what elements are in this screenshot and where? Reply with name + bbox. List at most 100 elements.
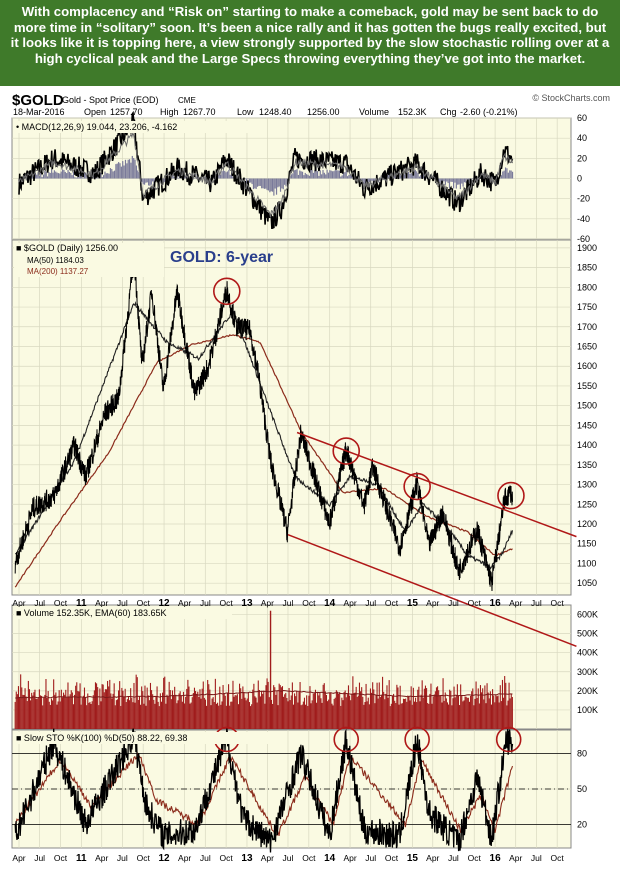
- x-tick-label: Jul: [448, 853, 459, 863]
- low-value: 1248.40: [259, 107, 292, 117]
- x-tick-label: 13: [241, 598, 253, 609]
- x-tick-label: Apr: [343, 853, 356, 863]
- stochastic-peak-circle: [495, 726, 522, 753]
- x-tick-label: Jul: [117, 598, 128, 608]
- volume-legend-bg: [14, 607, 232, 619]
- macd-y-tick: 40: [577, 133, 587, 143]
- stochastic-k-line: [14, 728, 514, 853]
- x-tick-label: Apr: [261, 598, 274, 608]
- symbol-label: $GOLD: [12, 92, 64, 109]
- chart-marks: [12, 110, 577, 853]
- volume-y-tick: 400K: [577, 648, 598, 658]
- volume-y-tick: 600K: [577, 610, 598, 620]
- stockcharts-chart: $GOLD Gold - Spot Price (EOD) CME © Stoc…: [0, 86, 620, 875]
- macd-legend: • MACD(12,26,9) 19.044, 23.206, -4.162: [16, 122, 177, 132]
- stochastic-y-tick: 50: [577, 784, 587, 794]
- x-tick-label: Oct: [220, 853, 234, 863]
- x-tick-label: Apr: [426, 853, 439, 863]
- macd-y-tick: -40: [577, 214, 590, 224]
- x-tick-label: Jul: [448, 598, 459, 608]
- price-y-tick: 1300: [577, 480, 597, 490]
- commentary-banner: With complacency and “Risk on” starting …: [0, 0, 620, 86]
- price-panel: [11, 239, 572, 596]
- price-y-tick: 1550: [577, 381, 597, 391]
- x-tick-label: Apr: [12, 853, 25, 863]
- cycle-peak-circle: [332, 437, 361, 465]
- x-tick-label: Apr: [95, 853, 108, 863]
- high-label: High: [160, 107, 179, 117]
- x-tick-label: Oct: [137, 853, 151, 863]
- x-tick-label: Jul: [365, 598, 376, 608]
- price-chart-title: GOLD: 6-year: [170, 249, 273, 266]
- price-y-tick: 1650: [577, 342, 597, 352]
- x-tick-label: 15: [407, 853, 419, 864]
- macd-legend-bg: [14, 121, 262, 133]
- x-tick-label: 12: [158, 598, 170, 609]
- x-tick-label: Apr: [12, 598, 25, 608]
- x-tick-label: 16: [490, 598, 502, 609]
- description-label: Gold - Spot Price (EOD): [62, 95, 159, 105]
- x-tick-label: Oct: [551, 853, 565, 863]
- volume-y-tick: 300K: [577, 667, 598, 677]
- price-legend-gold: ■ $GOLD (Daily) 1256.00: [16, 243, 118, 253]
- x-tick-label: Oct: [302, 598, 316, 608]
- macd-signal-line: [18, 131, 513, 218]
- stochastic-peak-circle: [404, 726, 430, 753]
- price-y-tick: 1250: [577, 499, 597, 509]
- volume-label: Volume: [359, 107, 389, 117]
- cycle-peak-circle: [213, 277, 241, 306]
- x-tick-label: Apr: [178, 598, 191, 608]
- x-tick-label: Apr: [95, 598, 108, 608]
- x-tick-label: 14: [324, 598, 336, 609]
- price-y-tick: 1800: [577, 282, 597, 292]
- x-tick-label: Apr: [509, 853, 522, 863]
- price-y-tick: 1700: [577, 322, 597, 332]
- channel-upper-line: [296, 431, 577, 538]
- x-tick-label: Oct: [468, 598, 482, 608]
- price-y-tick: 1050: [577, 578, 597, 588]
- x-tick-label: Apr: [426, 598, 439, 608]
- x-tick-label: Jul: [200, 598, 211, 608]
- macd-y-tick: 20: [577, 153, 587, 163]
- x-tick-label: 11: [76, 598, 87, 609]
- x-tick-label: Oct: [468, 853, 482, 863]
- open-value: 1257.70: [110, 107, 143, 117]
- stochastic-legend: ■ Slow STO %K(100) %D(50) 88.22, 69.38: [16, 733, 187, 743]
- price-y-tick: 1100: [577, 558, 596, 568]
- x-tick-label: Jul: [200, 853, 211, 863]
- commentary-text: With complacency and “Risk on” starting …: [10, 4, 610, 66]
- macd-y-tick: 60: [577, 113, 587, 123]
- volume-ema-line: [15, 689, 513, 699]
- x-tick-label: Jul: [283, 598, 294, 608]
- stockcharts-watermark: © StockCharts.com: [532, 93, 610, 103]
- price-legend-ma200: MA(200) 1137.27: [27, 267, 89, 276]
- volume-value: 152.3K: [398, 107, 427, 117]
- price-y-tick: 1150: [577, 539, 596, 549]
- ma200-line: [14, 334, 513, 588]
- x-tick-label: Oct: [54, 853, 68, 863]
- x-tick-label: 11: [76, 853, 87, 864]
- x-tick-label: 12: [158, 853, 170, 864]
- x-tick-label: Jul: [531, 598, 542, 608]
- x-tick-label: Oct: [551, 598, 565, 608]
- price-legend-ma50: MA(50) 1184.03: [27, 256, 84, 265]
- stochastic-y-tick: 80: [577, 749, 587, 759]
- x-tick-label: Jul: [283, 853, 294, 863]
- x-tick-label: Apr: [509, 598, 522, 608]
- high-value: 1267.70: [183, 107, 216, 117]
- price-y-tick: 1200: [577, 519, 597, 529]
- x-tick-label: 15: [407, 598, 419, 609]
- gold-price-line: [14, 247, 513, 592]
- x-tick-label: Oct: [302, 853, 316, 863]
- exchange-label: CME: [178, 96, 196, 105]
- date-label: 18-Mar-2016: [13, 107, 65, 117]
- macd-y-tick: -20: [577, 194, 590, 204]
- price-y-tick: 1500: [577, 401, 597, 411]
- cycle-peak-circle: [497, 481, 525, 510]
- price-y-tick: 1900: [577, 243, 597, 253]
- x-tick-label: Apr: [343, 598, 356, 608]
- volume-y-tick: 500K: [577, 629, 598, 639]
- volume-legend: ■ Volume 152.35K, EMA(60) 183.65K: [16, 608, 167, 618]
- open-label: Open: [84, 107, 106, 117]
- x-tick-label: 14: [324, 853, 336, 864]
